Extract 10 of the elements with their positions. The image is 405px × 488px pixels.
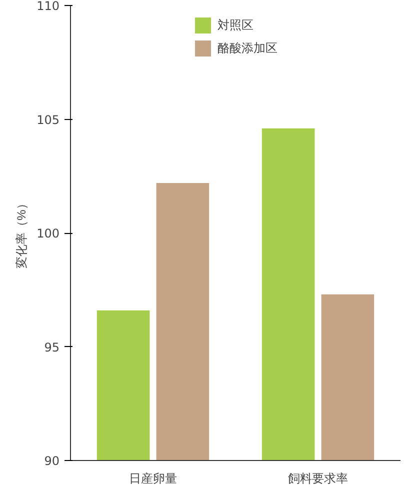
- legend-label: 酪酸添加区: [218, 40, 278, 56]
- y-tick-label: 95: [44, 340, 60, 354]
- y-axis-title: 変化率（%）: [14, 198, 29, 268]
- x-tick-label: 飼料要求率: [288, 472, 348, 486]
- x-tick-label: 日産卵量: [129, 472, 177, 486]
- y-tick-label: 90: [44, 454, 60, 468]
- y-tick-label: 100: [36, 226, 60, 240]
- y-tick-label: 110: [36, 0, 60, 13]
- legend-label: 対照区: [218, 16, 254, 34]
- y-tick-label: 105: [36, 112, 60, 127]
